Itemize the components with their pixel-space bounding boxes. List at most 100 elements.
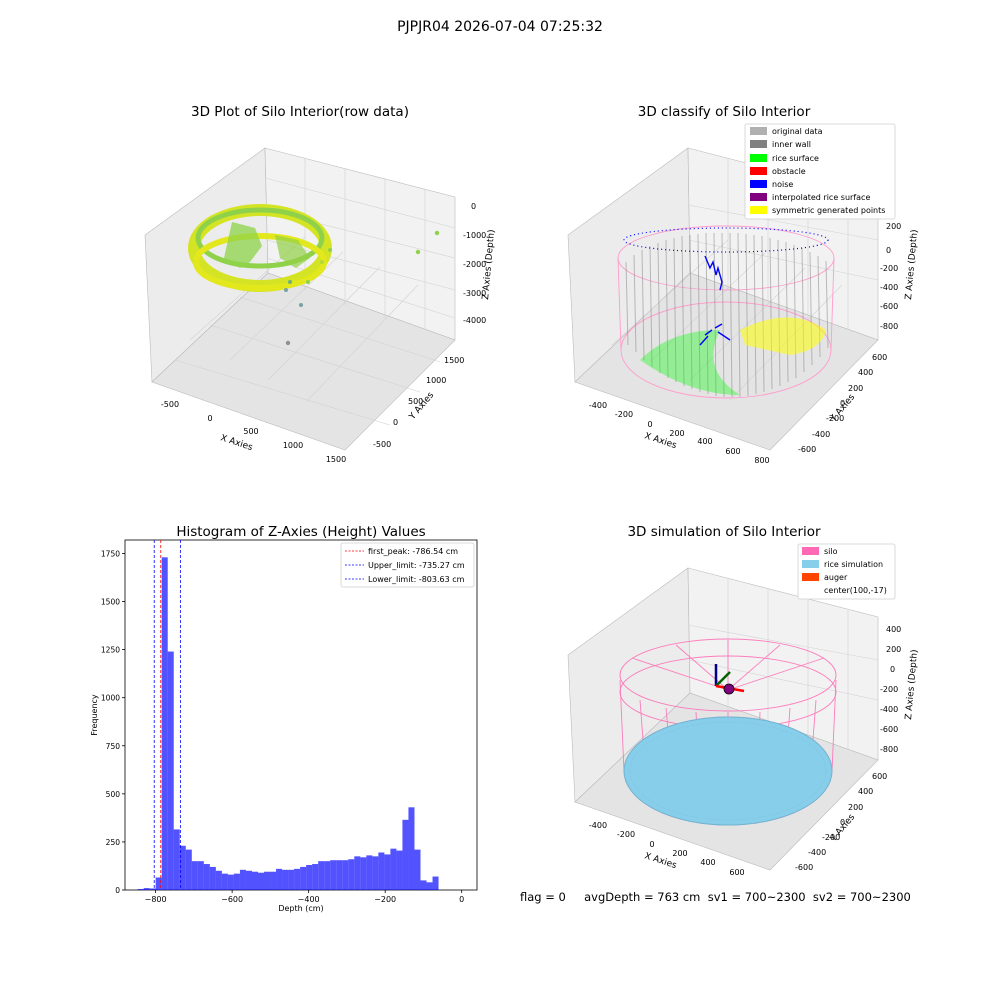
- hist-axes-frame: [124, 539, 478, 891]
- legend-label: rice simulation: [824, 560, 883, 569]
- sim-ytick: 200: [848, 803, 863, 812]
- hist-bar: [155, 877, 162, 890]
- hist-bar: [384, 854, 391, 890]
- hist-bar: [354, 856, 361, 890]
- classify-ytick: 200: [848, 384, 863, 393]
- hist-bar: [191, 861, 198, 890]
- sim-xtick: 200: [672, 849, 687, 858]
- hist-bar: [276, 868, 283, 890]
- classify-title: 3D classify of Silo Interior: [638, 104, 811, 120]
- classify-xtick: 200: [669, 429, 684, 438]
- legend-swatch-rice-surface: [750, 154, 767, 162]
- hist-ytick-label: 1000: [101, 694, 120, 703]
- hist-bar: [324, 861, 331, 890]
- hist-bar: [330, 860, 337, 890]
- hist-xtick-label: −400: [298, 895, 320, 904]
- classify-ytick: 400: [858, 368, 873, 377]
- raw-xtick: 1000: [283, 441, 303, 450]
- legend-label: interpolated rice surface: [772, 193, 870, 202]
- sim-ytick: -200: [822, 833, 840, 842]
- legend-swatch-inner-wall: [750, 140, 767, 148]
- hist-bar: [227, 874, 234, 890]
- hist-bar: [167, 651, 174, 890]
- sim-ytick: 400: [858, 787, 873, 796]
- sim-ytick: 0: [840, 818, 845, 827]
- hist-bar: [264, 871, 271, 890]
- hist-bar: [372, 856, 379, 890]
- hist-xticks: −800 −600 −400 −200 0: [145, 890, 464, 904]
- hist-bars: [137, 557, 439, 890]
- legend-label: symmetric generated points: [772, 206, 885, 215]
- hist-xtick-label: 0: [459, 895, 464, 904]
- panel-classify-3d: 3D classify of Silo Interior: [567, 104, 920, 465]
- hist-ytick-label: 250: [106, 838, 121, 847]
- legend-label: first_peak: -786.54 cm: [368, 547, 458, 556]
- hist-bar: [197, 861, 204, 890]
- sim-xtick: 0: [649, 840, 654, 849]
- hist-yticks: 0 250 500 750 1000 1250 1500 1750: [101, 549, 125, 895]
- sim-ytick: -600: [795, 863, 813, 872]
- hist-legend: first_peak: -786.54 cm Upper_limit: -735…: [340, 542, 475, 588]
- hist-bar: [408, 807, 415, 890]
- classify-ytick: -400: [812, 430, 830, 439]
- raw-gridlines: [174, 158, 456, 426]
- classify-xtick: -400: [589, 401, 607, 410]
- sim-ytick: 600: [872, 772, 887, 781]
- hist-bar: [294, 868, 301, 890]
- raw-title: 3D Plot of Silo Interior(row data): [191, 104, 409, 120]
- classify-ytick: 0: [840, 399, 845, 408]
- hist-bar: [396, 850, 403, 890]
- legend-swatch-rice-simulation: [802, 560, 819, 568]
- hist-bar: [390, 848, 397, 890]
- sim-ztick: -400: [880, 705, 898, 714]
- legend-swatch-silo: [802, 547, 819, 555]
- sim-ytick: -400: [808, 848, 826, 857]
- legend-label: auger: [824, 573, 848, 582]
- sim-ztick: -600: [880, 725, 898, 734]
- legend-swatch-interpolated: [750, 193, 767, 201]
- legend-swatch-symmetric: [750, 206, 767, 214]
- classify-noise-ring: [623, 227, 829, 253]
- legend-label: Lower_limit: -803.63 cm: [368, 575, 465, 584]
- raw-ztick: 0: [471, 202, 476, 211]
- classify-ztick: 200: [886, 222, 901, 231]
- sim-zlabel: Z Axies (Depth): [904, 649, 920, 720]
- hist-bar: [149, 888, 156, 890]
- hist-bar: [173, 829, 180, 890]
- sim-xtick: 400: [700, 858, 715, 867]
- hist-bar: [426, 882, 433, 890]
- raw-xtick: 500: [243, 427, 258, 436]
- legend-label: noise: [772, 180, 793, 189]
- hist-title: Histogram of Z-Axies (Height) Values: [176, 524, 425, 540]
- hist-bar: [143, 888, 150, 890]
- hist-xtick-label: −800: [145, 895, 167, 904]
- classify-ztick: -800: [880, 322, 898, 331]
- hist-ytick-label: 1500: [101, 598, 120, 607]
- classify-xtick: 800: [754, 456, 769, 465]
- hist-bar: [366, 855, 373, 890]
- sim-ztick: -200: [880, 685, 898, 694]
- classify-symmetric-points: [740, 317, 826, 355]
- classify-silo-wireframe: [617, 225, 835, 399]
- raw-ztick: -2000: [463, 260, 486, 269]
- sim-ztick: -800: [880, 745, 898, 754]
- raw-pane-floor: [151, 272, 456, 451]
- classify-zlabel: Z Axies (Depth): [904, 229, 920, 300]
- raw-ytick: 0: [393, 418, 398, 427]
- raw-point-cloud: [188, 204, 440, 346]
- hist-bar: [221, 873, 228, 890]
- classify-ytick: -600: [798, 445, 816, 454]
- classify-xtick: 600: [725, 447, 740, 456]
- classify-gridlines: [611, 158, 879, 401]
- classify-noise-cluster: [699, 255, 731, 346]
- hist-bar: [420, 880, 427, 890]
- classify-ztick: 0: [886, 246, 891, 255]
- hist-bar: [318, 861, 325, 890]
- sim-xtick: -400: [589, 821, 607, 830]
- hist-ytick-label: 1750: [101, 549, 120, 558]
- raw-ztick: -4000: [463, 316, 486, 325]
- classify-ztick: -600: [880, 302, 898, 311]
- sim-xtick: -200: [617, 830, 635, 839]
- classify-ztick: -400: [880, 283, 898, 292]
- hist-ylabel: Frequency: [90, 694, 99, 736]
